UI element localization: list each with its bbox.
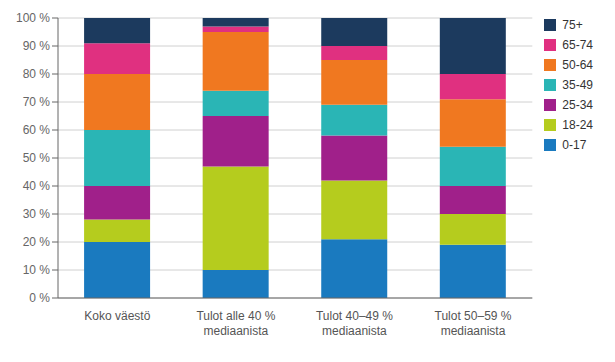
html-text:50-64: 50-64 — [562, 58, 593, 72]
svg-text:90 %: 90 % — [23, 39, 51, 53]
svg-text:Koko väestö: Koko väestö — [84, 309, 150, 323]
html-text:0-17: 0-17 — [562, 138, 587, 152]
svg-text:100 %: 100 % — [16, 11, 50, 25]
svg-text:Tulot alle 40 %mediaanista: Tulot alle 40 %mediaanista — [196, 309, 275, 338]
svg-text:30 %: 30 % — [23, 207, 51, 221]
svg-text:70 %: 70 % — [23, 95, 51, 109]
svg-text:20 %: 20 % — [23, 235, 51, 249]
html-text:18-24: 18-24 — [562, 118, 593, 132]
svg-text:80 %: 80 % — [23, 67, 51, 81]
svg-text:Tulot 40–49 %mediaanista: Tulot 40–49 %mediaanista — [316, 309, 393, 338]
svg-text:10 %: 10 % — [23, 263, 51, 277]
html-text:25-34: 25-34 — [562, 98, 593, 112]
html-text:65-74: 65-74 — [562, 38, 593, 52]
svg-text:60 %: 60 % — [23, 123, 51, 137]
html-text:35-49: 35-49 — [562, 78, 593, 92]
svg-text:0 %: 0 % — [29, 291, 50, 305]
svg-text:40 %: 40 % — [23, 179, 51, 193]
html-text:75+: 75+ — [562, 18, 583, 32]
svg-text:Tulot 50–59 %mediaanista: Tulot 50–59 %mediaanista — [435, 309, 512, 338]
svg-text:50 %: 50 % — [23, 151, 51, 165]
